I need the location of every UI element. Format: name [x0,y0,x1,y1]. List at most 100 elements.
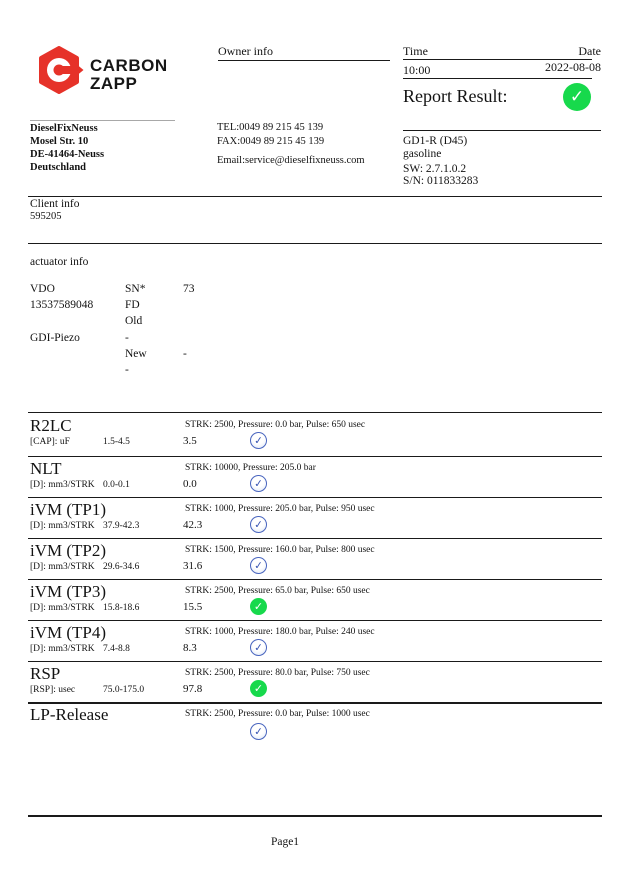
owner-city: DE-41464-Neuss [30,149,105,160]
test-range: 37.9-42.3 [103,521,140,531]
actuator-info-heading: actuator info [30,256,89,268]
test-range: 0.0-0.1 [103,480,130,490]
test-unit: [D]: mm3/STRK [30,521,95,531]
test-value: 3.5 [183,435,197,447]
date-value: 2022-08-08 [545,60,601,74]
actuator-trailing-dash: - [125,364,129,376]
actuator-sn-label: SN* [125,283,146,295]
test-status-check-icon: ✓ [250,598,267,615]
client-bottom-rule [28,243,602,244]
test-value: 31.6 [183,560,203,572]
test-value: 8.3 [183,642,197,654]
actuator-new-value: - [183,348,187,360]
test-range: 15.8-18.6 [103,603,140,613]
brand-line1: CARBON [90,56,168,75]
footer-rule [28,815,602,817]
owner-country: Deutschland [30,162,87,173]
address-top-rule [30,120,175,121]
brand-line2: ZAPP [90,74,138,93]
machine-fuel: gasoline [403,148,442,160]
owner-street: Mosel Str. 10 [30,136,89,147]
test-value: 0.0 [183,478,197,490]
carbonzapp-logo-icon [35,46,85,96]
test-row: iVM (TP4) STRK: 1000, Pressure: 180.0 ba… [28,620,602,662]
test-params: STRK: 2500, Pressure: 80.0 bar, Pulse: 7… [185,668,370,678]
test-row: R2LC STRK: 2500, Pressure: 0.0 bar, Puls… [28,413,602,457]
actuator-type: GDI-Piezo [30,332,80,344]
test-row: LP-Release STRK: 2500, Pressure: 0.0 bar… [28,702,602,757]
owner-fax: FAX:0049 89 215 45 139 [217,136,325,147]
test-value: 97.8 [183,683,203,695]
test-row: iVM (TP2) STRK: 1500, Pressure: 160.0 ba… [28,538,602,580]
test-name: iVM (TP1) [30,500,107,519]
actuator-new-label: New [125,348,147,360]
logo-hexagon-arrow-icon [39,46,84,94]
client-top-rule [28,196,602,197]
test-value: 42.3 [183,519,203,531]
machine-top-rule [403,130,601,131]
test-range: 75.0-175.0 [103,685,145,695]
client-info-heading: Client info [30,198,80,210]
test-status-check-icon: ✓ [249,474,268,493]
brand-wordmark: CARBON ZAPP [90,57,168,93]
test-unit: [D]: mm3/STRK [30,603,95,613]
test-name: iVM (TP4) [30,623,107,642]
check-glyph: ✓ [569,87,585,107]
table-top-rule [28,412,602,413]
test-params: STRK: 1000, Pressure: 205.0 bar, Pulse: … [185,504,375,514]
owner-tel: TEL:0049 89 215 45 139 [217,122,324,133]
actuator-old-value: - [125,332,129,344]
actuator-fd-label: FD [125,299,140,311]
test-name: NLT [30,459,62,478]
test-params: STRK: 2500, Pressure: 0.0 bar, Pulse: 10… [185,709,370,719]
test-status-check-icon: ✓ [250,680,267,697]
test-params: STRK: 2500, Pressure: 0.0 bar, Pulse: 65… [185,420,366,430]
machine-model: GD1-R (D45) [403,135,468,147]
test-name: RSP [30,664,61,683]
actuator-brand: VDO [30,283,55,295]
test-row: iVM (TP3) STRK: 2500, Pressure: 65.0 bar… [28,579,602,621]
machine-serial: S/N: 011833283 [403,175,479,187]
owner-name: DieselFixNeuss [30,123,98,134]
test-name: iVM (TP3) [30,582,107,601]
date-label: Date [578,44,601,58]
test-range: 29.6-34.6 [103,562,140,572]
actuator-old-label: Old [125,315,143,327]
owner-info-heading: Owner info [218,44,273,58]
test-unit: [D]: mm3/STRK [30,644,95,654]
owner-email: Email:service@dieselfixneuss.com [217,155,365,166]
test-status-check-icon: ✓ [249,556,268,575]
test-unit: [D]: mm3/STRK [30,480,95,490]
test-status-check-icon: ✓ [249,638,268,657]
test-row: NLT STRK: 10000, Pressure: 205.0 bar [D]… [28,456,602,498]
test-name: iVM (TP2) [30,541,107,560]
time-value: 10:00 [403,63,431,77]
test-params: STRK: 1000, Pressure: 180.0 bar, Pulse: … [185,627,375,637]
test-status-check-icon: ✓ [249,515,268,534]
time-underline [403,59,592,60]
test-unit: [D]: mm3/STRK [30,562,95,572]
report-result-pass-icon: ✓ [563,83,591,111]
test-range: 1.5-4.5 [103,437,130,447]
actuator-part-number: 13537589048 [30,299,94,311]
test-params: STRK: 10000, Pressure: 205.0 bar [185,463,316,473]
page-number: Page1 [270,836,300,848]
client-number: 595205 [30,211,62,222]
test-name: LP-Release [30,705,109,724]
test-params: STRK: 2500, Pressure: 65.0 bar, Pulse: 6… [185,586,370,596]
report-result-label: Report Result: [403,86,508,106]
actuator-sn-value: 73 [183,283,195,295]
test-range: 7.4-8.8 [103,644,130,654]
test-params: STRK: 1500, Pressure: 160.0 bar, Pulse: … [185,545,375,555]
machine-software: SW: 2.7.1.0.2 [403,163,467,175]
test-value: 15.5 [183,601,203,613]
test-status-check-icon: ✓ [249,431,268,450]
test-name: R2LC [30,416,72,435]
test-unit: [CAP]: uF [30,437,70,447]
test-unit: [RSP]: usec [30,685,76,695]
owner-info-underline [218,60,390,61]
test-row: RSP STRK: 2500, Pressure: 80.0 bar, Puls… [28,661,602,704]
test-row: iVM (TP1) STRK: 1000, Pressure: 205.0 ba… [28,497,602,539]
test-status-check-icon: ✓ [249,722,268,741]
